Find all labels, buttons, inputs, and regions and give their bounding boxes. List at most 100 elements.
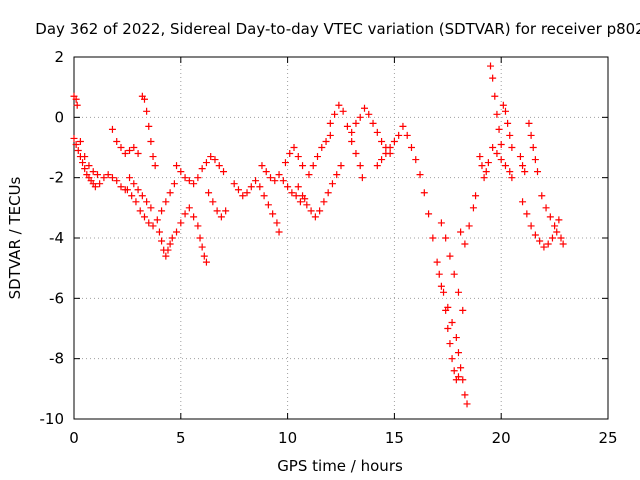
data-point <box>365 110 373 118</box>
data-point <box>96 180 104 188</box>
data-point <box>534 168 542 176</box>
data-point <box>73 101 81 109</box>
data-point <box>194 222 202 230</box>
data-point <box>151 162 159 170</box>
data-point <box>459 376 467 384</box>
data-point <box>551 222 559 230</box>
y-axis-label: SDTVAR / TECUs <box>6 176 24 299</box>
data-point <box>531 231 539 239</box>
data-point <box>416 171 424 179</box>
y-tick-label: 2 <box>54 48 64 66</box>
data-point <box>72 140 80 148</box>
data-point <box>305 171 313 179</box>
data-point <box>292 192 300 200</box>
data-point <box>457 228 465 236</box>
data-point <box>149 222 157 230</box>
data-point <box>239 192 247 200</box>
data-point <box>140 95 148 103</box>
data-point <box>454 288 462 296</box>
data-point <box>134 186 142 194</box>
data-point <box>493 150 501 158</box>
data-point <box>130 144 138 151</box>
data-point <box>81 165 89 173</box>
data-point <box>140 213 148 221</box>
data-point <box>247 183 255 191</box>
x-tick-label: 10 <box>278 429 297 447</box>
y-tick-label: -10 <box>40 410 65 428</box>
data-point <box>281 159 289 167</box>
data-point <box>557 234 565 242</box>
data-point <box>452 334 460 342</box>
data-point <box>544 240 552 248</box>
data-point <box>252 177 260 185</box>
data-point <box>284 183 292 191</box>
data-point <box>126 147 134 155</box>
data-point <box>213 207 221 215</box>
data-point <box>540 243 548 251</box>
data-point <box>158 237 166 245</box>
data-point <box>508 144 516 151</box>
data-point <box>450 270 458 278</box>
data-point <box>501 162 509 170</box>
data-point <box>461 240 469 248</box>
data-point <box>132 198 140 206</box>
data-point <box>495 125 503 133</box>
data-point <box>173 162 181 170</box>
data-point <box>234 186 242 194</box>
data-point <box>465 222 473 230</box>
data-point <box>489 144 497 151</box>
data-point <box>525 119 533 127</box>
data-point <box>348 137 356 145</box>
data-point <box>476 153 484 161</box>
data-point <box>487 62 495 70</box>
data-point <box>559 240 567 248</box>
data-point <box>113 177 121 185</box>
data-point <box>170 180 178 188</box>
data-point <box>446 252 454 260</box>
data-point <box>316 207 324 215</box>
data-point <box>198 243 206 251</box>
data-point <box>493 110 501 118</box>
data-point <box>294 183 302 191</box>
data-point <box>491 92 499 100</box>
data-point <box>425 210 433 218</box>
data-point <box>519 198 527 206</box>
data-point <box>275 171 283 179</box>
data-point <box>177 219 185 227</box>
data-point <box>378 156 386 164</box>
data-point <box>519 162 527 170</box>
data-point <box>100 174 108 182</box>
data-point <box>211 156 219 164</box>
data-point <box>158 207 166 215</box>
data-point <box>262 168 270 176</box>
data-point <box>378 137 386 145</box>
data-point <box>333 171 341 179</box>
data-point <box>489 74 497 82</box>
data-point <box>529 144 537 151</box>
data-point <box>149 153 157 161</box>
data-point <box>271 177 279 185</box>
data-point <box>279 177 287 185</box>
data-point <box>527 222 535 230</box>
data-point <box>177 168 185 176</box>
data-point <box>143 107 151 115</box>
data-point <box>454 349 462 357</box>
data-point <box>196 234 204 242</box>
data-point <box>108 125 116 133</box>
data-point <box>328 180 336 188</box>
data-point <box>542 204 550 212</box>
data-point <box>311 213 319 221</box>
data-point <box>497 156 505 164</box>
data-point <box>484 159 492 167</box>
data-point <box>463 400 471 408</box>
data-point <box>190 213 198 221</box>
data-point <box>335 101 343 109</box>
data-point <box>506 131 514 139</box>
data-point <box>198 165 206 173</box>
data-point <box>166 189 174 197</box>
data-point <box>258 162 266 170</box>
data-point <box>448 318 456 326</box>
data-point <box>117 183 125 191</box>
data-point <box>108 174 116 182</box>
